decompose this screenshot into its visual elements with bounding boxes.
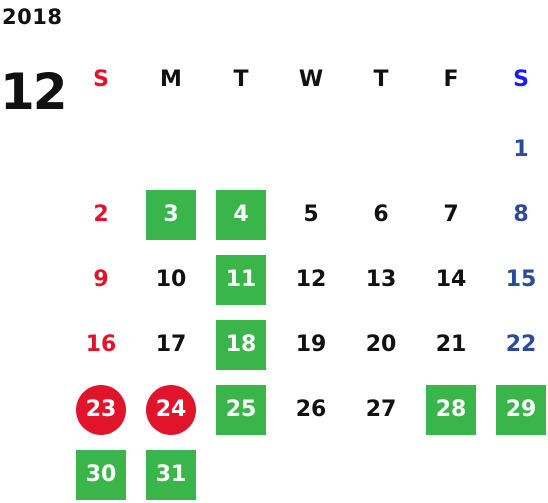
calendar-day-12[interactable]: 12 xyxy=(295,267,327,292)
calendar-day-5[interactable]: 5 xyxy=(303,202,319,227)
calendar-day-1[interactable]: 1 xyxy=(513,137,529,162)
calendar-day-28[interactable]: 28 xyxy=(426,385,476,435)
calendar-day-9[interactable]: 9 xyxy=(93,267,109,292)
calendar-day-31[interactable]: 31 xyxy=(146,450,196,500)
calendar-day-24[interactable]: 24 xyxy=(146,385,196,435)
calendar-day-6[interactable]: 6 xyxy=(373,202,389,227)
weekday-header-thu: T xyxy=(373,67,389,92)
calendar-day-20[interactable]: 20 xyxy=(365,332,397,357)
calendar-day-3[interactable]: 3 xyxy=(146,190,196,240)
calendar-day-16[interactable]: 16 xyxy=(85,332,117,357)
weekday-header-mon: M xyxy=(160,67,182,92)
calendar-day-25[interactable]: 25 xyxy=(216,385,266,435)
weekday-header-fri: F xyxy=(443,67,459,92)
calendar-day-23[interactable]: 23 xyxy=(76,385,126,435)
calendar-month: 12 xyxy=(0,63,68,121)
calendar-day-30[interactable]: 30 xyxy=(76,450,126,500)
calendar-day-10[interactable]: 10 xyxy=(155,267,187,292)
calendar-day-26[interactable]: 26 xyxy=(295,397,327,422)
calendar-day-7[interactable]: 7 xyxy=(443,202,459,227)
calendar-day-8[interactable]: 8 xyxy=(513,202,529,227)
weekday-header-sat: S xyxy=(513,67,529,92)
weekday-header-tue: T xyxy=(233,67,249,92)
calendar-day-27[interactable]: 27 xyxy=(365,397,397,422)
calendar-day-29[interactable]: 29 xyxy=(496,385,546,435)
calendar-day-14[interactable]: 14 xyxy=(435,267,467,292)
weekday-header-wed: W xyxy=(298,67,324,92)
weekday-header-sun: S xyxy=(93,67,109,92)
calendar-day-21[interactable]: 21 xyxy=(435,332,467,357)
calendar-year: 2018 xyxy=(2,5,63,29)
calendar-day-4[interactable]: 4 xyxy=(216,190,266,240)
calendar-day-13[interactable]: 13 xyxy=(365,267,397,292)
calendar-day-18[interactable]: 18 xyxy=(216,320,266,370)
calendar-day-17[interactable]: 17 xyxy=(155,332,187,357)
calendar-day-15[interactable]: 15 xyxy=(505,267,537,292)
calendar-day-2[interactable]: 2 xyxy=(93,202,109,227)
calendar-day-19[interactable]: 19 xyxy=(295,332,327,357)
calendar-day-22[interactable]: 22 xyxy=(505,332,537,357)
calendar-day-11[interactable]: 11 xyxy=(216,255,266,305)
